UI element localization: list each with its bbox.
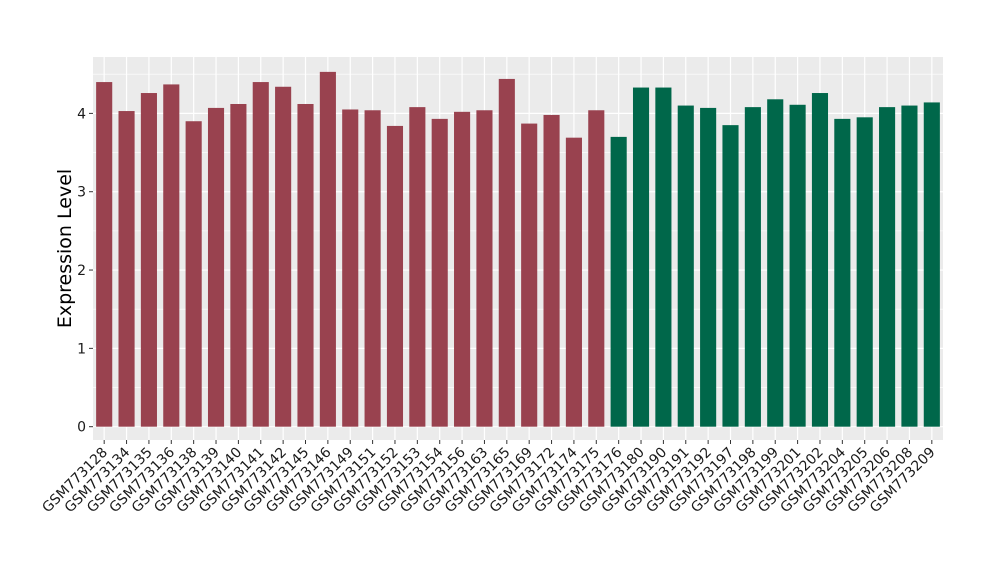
bar-GSM773180 — [632, 87, 650, 427]
bar-GSM773128 — [96, 82, 113, 427]
y-tick-label: 0 — [77, 420, 86, 436]
bar-GSM773151 — [364, 110, 381, 427]
bar-GSM773190 — [655, 87, 672, 427]
bar-GSM773174 — [565, 137, 582, 427]
bar-GSM773165 — [498, 78, 515, 427]
bar-GSM773198 — [744, 107, 761, 427]
bar-GSM773206 — [879, 107, 896, 427]
bar-GSM773135 — [140, 93, 157, 427]
bar-GSM773192 — [700, 107, 717, 427]
bar-GSM773163 — [476, 110, 493, 427]
bar-GSM773197 — [722, 125, 739, 427]
bar-GSM773205 — [856, 117, 873, 427]
bar-GSM773149 — [342, 109, 359, 427]
y-axis-title: Expression Level — [54, 169, 76, 328]
bar-GSM773139 — [207, 107, 225, 427]
y-tick-label: 1 — [77, 341, 86, 357]
y-tick-label: 3 — [77, 185, 86, 201]
bar-GSM773142 — [275, 86, 292, 427]
bar-GSM773204 — [834, 118, 851, 427]
bar-GSM773208 — [901, 105, 918, 427]
bar-GSM773146 — [319, 71, 336, 427]
x-axis: GSM773128GSM773134GSM773135GSM773136GSM7… — [39, 440, 939, 516]
bar-GSM773201 — [789, 104, 806, 427]
bar-GSM773175 — [588, 110, 605, 427]
bar-GSM773152 — [386, 125, 404, 427]
y-axis: 0 1 2 3 4 — [77, 106, 93, 436]
bar-GSM773153 — [409, 107, 426, 427]
bar-GSM773169 — [521, 123, 538, 427]
bar-GSM773202 — [811, 93, 829, 427]
bar-GSM773134 — [118, 111, 135, 427]
bar-GSM773138 — [185, 121, 202, 427]
y-tick-label: 4 — [77, 106, 86, 122]
bar-GSM773154 — [431, 118, 448, 427]
y-tick-label: 2 — [77, 263, 86, 279]
bar-GSM773136 — [163, 84, 180, 427]
bar-GSM773145 — [297, 103, 314, 427]
bar-GSM773176 — [610, 136, 627, 427]
bar-GSM773156 — [454, 111, 471, 427]
bar-GSM773191 — [677, 105, 694, 427]
bar-GSM773141 — [252, 82, 269, 427]
bar-GSM773172 — [543, 114, 560, 427]
bars — [96, 71, 940, 427]
bar-GSM773199 — [767, 99, 784, 427]
bar-GSM773140 — [230, 103, 247, 427]
bar-GSM773209 — [923, 102, 940, 427]
